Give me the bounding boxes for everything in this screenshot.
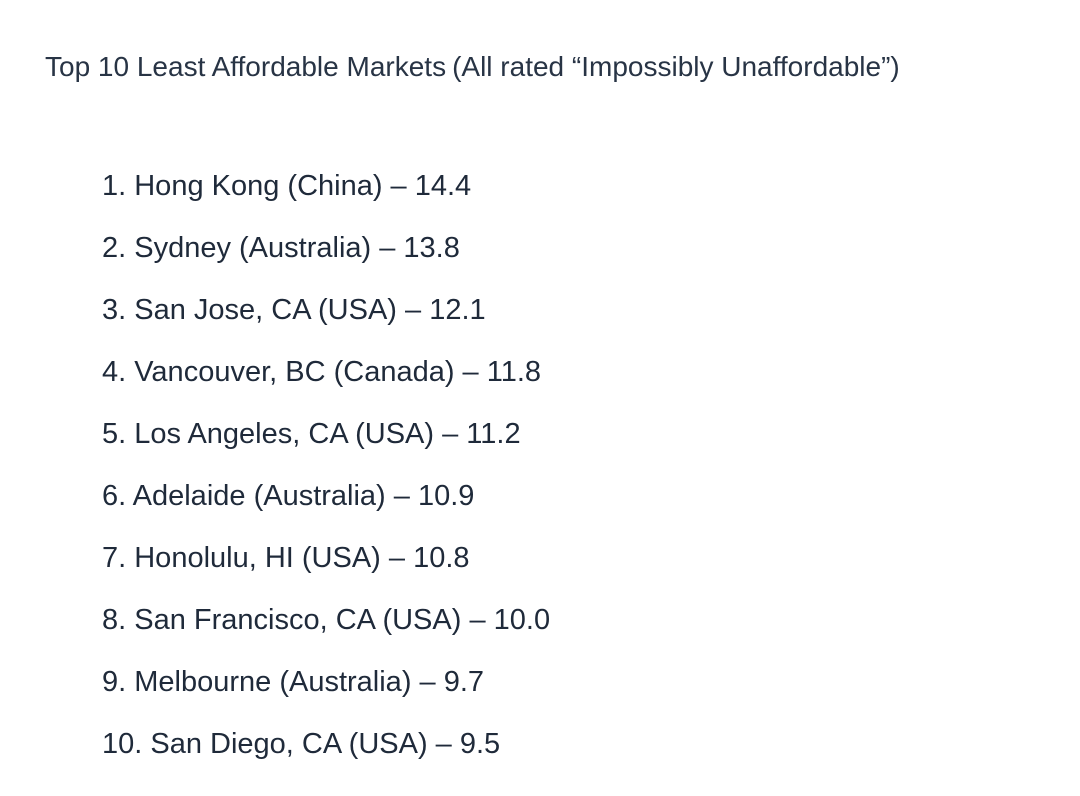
ranking-list: 1. Hong Kong (China) – 14.4 2. Sydney (A…: [102, 166, 550, 786]
ranking-item: 10. San Diego, CA (USA) – 9.5: [102, 728, 501, 760]
ranking-item: 2. Sydney (Australia) – 13.8: [102, 232, 460, 264]
ranking-item: 9. Melbourne (Australia) – 9.7: [102, 666, 485, 698]
ranking-item: 8. San Francisco, CA (USA) – 10.0: [102, 604, 551, 636]
ranking-item: 4. Vancouver, BC (Canada) – 11.8: [102, 356, 542, 388]
title-subtitle: (All rated “Impossibly Unaffordable”): [452, 51, 900, 82]
ranking-item: 1. Hong Kong (China) – 14.4: [102, 170, 472, 202]
ranking-item: 6. Adelaide (Australia) – 10.9: [102, 480, 475, 512]
page-title: Top 10 Least Affordable Markets (All rate…: [45, 50, 900, 84]
ranking-item: 3. San Jose, CA (USA) – 12.1: [102, 294, 486, 326]
title-text: Top 10 Least Affordable Markets: [45, 51, 447, 82]
ranking-item: 7. Honolulu, HI (USA) – 10.8: [102, 542, 470, 574]
ranking-item: 5. Los Angeles, CA (USA) – 11.2: [102, 418, 521, 450]
